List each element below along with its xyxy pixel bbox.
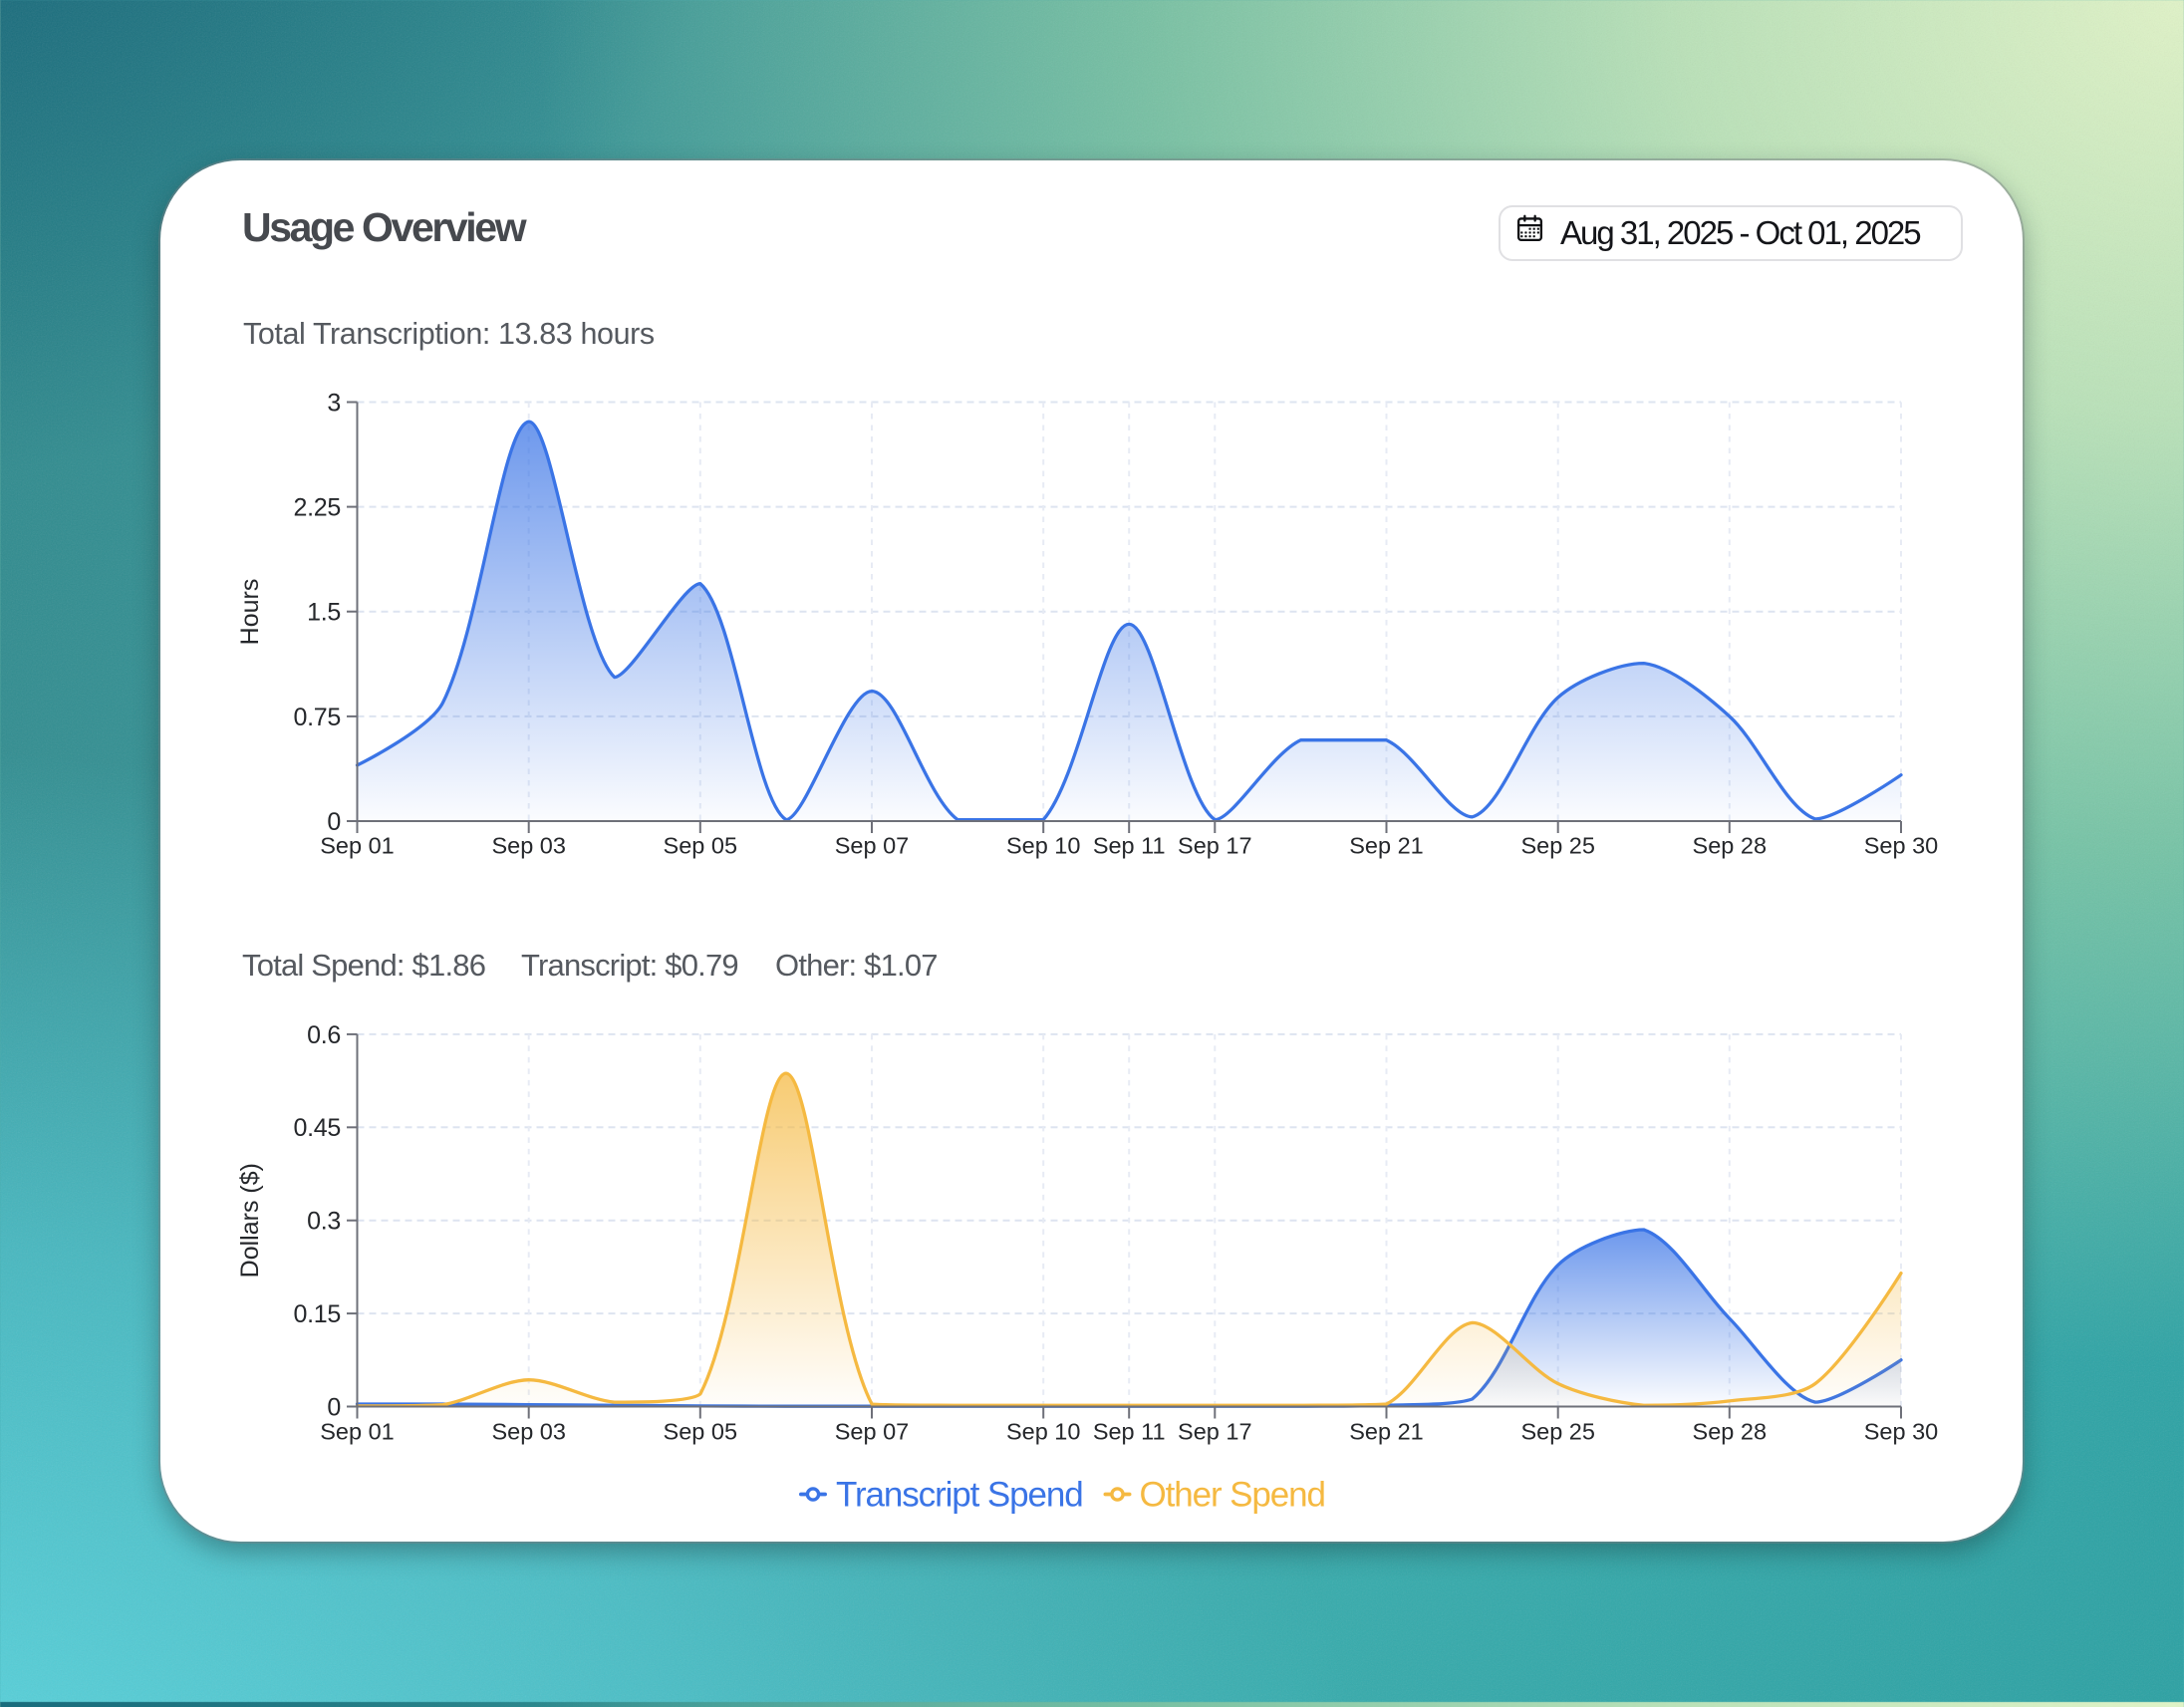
svg-text:Sep 10: Sep 10 bbox=[1006, 832, 1080, 858]
svg-text:Transcript Spend: Transcript Spend bbox=[836, 1476, 1083, 1515]
svg-text:Sep 11: Sep 11 bbox=[1093, 1419, 1166, 1445]
svg-text:Sep 17: Sep 17 bbox=[1178, 832, 1251, 858]
svg-text:1.5: 1.5 bbox=[307, 599, 341, 627]
svg-text:Sep 07: Sep 07 bbox=[835, 832, 909, 858]
svg-text:Hours: Hours bbox=[236, 579, 264, 646]
svg-text:0: 0 bbox=[327, 1393, 341, 1421]
svg-text:Sep 03: Sep 03 bbox=[491, 832, 565, 858]
svg-text:0.45: 0.45 bbox=[294, 1114, 341, 1142]
svg-text:2.25: 2.25 bbox=[294, 494, 341, 522]
svg-text:0.75: 0.75 bbox=[294, 704, 341, 731]
svg-text:Sep 03: Sep 03 bbox=[491, 1419, 565, 1445]
svg-text:Sep 30: Sep 30 bbox=[1864, 832, 1938, 858]
svg-text:Sep 25: Sep 25 bbox=[1520, 1419, 1594, 1445]
svg-text:Sep 07: Sep 07 bbox=[835, 1419, 909, 1445]
svg-text:Other Spend: Other Spend bbox=[1140, 1476, 1325, 1515]
svg-text:Dollars ($): Dollars ($) bbox=[236, 1163, 264, 1278]
svg-text:0: 0 bbox=[327, 808, 341, 836]
svg-text:Sep 21: Sep 21 bbox=[1349, 1419, 1423, 1445]
svg-text:Sep 11: Sep 11 bbox=[1093, 832, 1166, 858]
svg-text:Sep 21: Sep 21 bbox=[1349, 832, 1423, 858]
svg-text:Sep 25: Sep 25 bbox=[1520, 832, 1594, 858]
svg-text:Sep 28: Sep 28 bbox=[1693, 1419, 1767, 1445]
svg-text:0.3: 0.3 bbox=[307, 1208, 341, 1236]
svg-text:Sep 30: Sep 30 bbox=[1864, 1419, 1938, 1445]
svg-text:Sep 01: Sep 01 bbox=[320, 1419, 394, 1445]
svg-text:Sep 10: Sep 10 bbox=[1006, 1419, 1080, 1445]
svg-text:Sep 28: Sep 28 bbox=[1693, 832, 1767, 858]
svg-text:Sep 17: Sep 17 bbox=[1178, 1419, 1251, 1445]
svg-text:0.6: 0.6 bbox=[307, 1021, 341, 1049]
svg-text:Sep 05: Sep 05 bbox=[664, 1419, 737, 1445]
svg-text:3: 3 bbox=[327, 389, 341, 417]
svg-text:Sep 01: Sep 01 bbox=[320, 832, 394, 858]
svg-text:0.15: 0.15 bbox=[294, 1300, 341, 1328]
svg-text:Sep 05: Sep 05 bbox=[664, 832, 737, 858]
